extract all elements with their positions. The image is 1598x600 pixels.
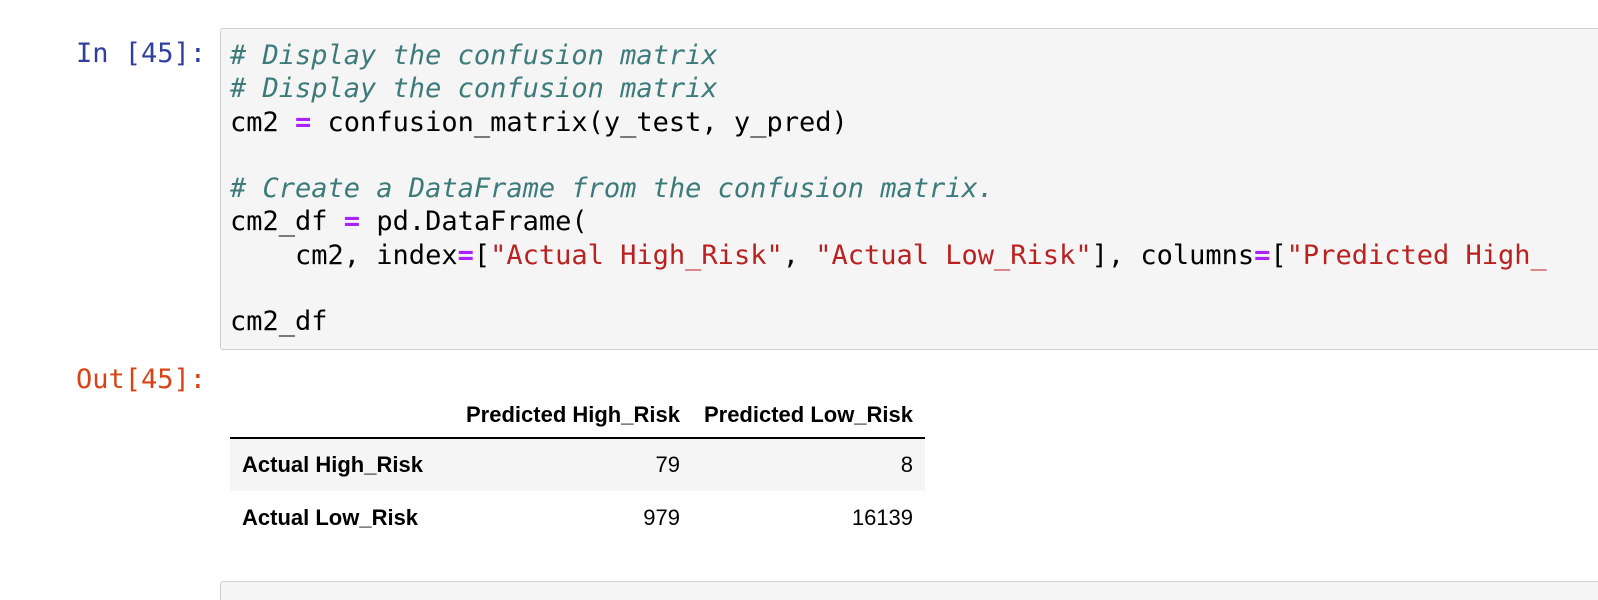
table-row: Actual High_Risk 79 8 [230, 438, 926, 491]
code-token-comment: # Display the confusion matrix [230, 73, 718, 105]
code-token-comment: # Display the confusion matrix [230, 40, 718, 71]
output-prompt: Out[45]: [76, 364, 207, 395]
column-header: Predicted High_Risk [454, 392, 692, 439]
code-token-plain: ], columns [1091, 239, 1255, 271]
table-cell: 8 [900, 452, 914, 477]
code-token-op: = [295, 106, 312, 138]
code-token-plain: [ [1270, 239, 1287, 271]
dataframe-table: Predicted High_Risk Predicted Low_Risk A… [230, 392, 926, 544]
code-token-op: = [343, 206, 361, 238]
code-cell-editor[interactable]: # Display the confusion matrix # Display … [220, 28, 1598, 350]
code-token-plain: cm2 [230, 106, 296, 138]
code-token-str: "Actual Low_Risk" [815, 239, 1092, 271]
table-header-row: Predicted High_Risk Predicted Low_Risk [230, 392, 926, 439]
code-line [230, 139, 1547, 172]
table-cell: 979 [643, 504, 680, 530]
code-token-plain: cm2_df [230, 206, 344, 238]
code-line: cm2_df = pd.DataFrame( [230, 205, 1547, 238]
code-token-plain: confusion_matrix(y_test, y_pred) [311, 106, 848, 138]
table-corner-cell [230, 392, 454, 439]
code-token-plain: [ [473, 239, 491, 271]
code-token-str: "Actual High_Risk" [490, 239, 783, 271]
code-token-plain: cm2_df [230, 306, 328, 338]
input-prompt: In [45]: [76, 38, 207, 69]
code-line: cm2 = confusion_matrix(y_test, y_pred) [230, 106, 1547, 139]
table-row: Actual Low_Risk 979 16139 [230, 491, 925, 544]
code-line: cm2, index=["Actual High_Risk", "Actual … [230, 239, 1547, 272]
code-token-comment: # Create a DataFrame from the confusion … [230, 173, 995, 205]
code-line: cm2_df [230, 305, 1547, 338]
row-index-label: Actual High_Risk [242, 452, 423, 477]
code-token-op: = [1254, 239, 1271, 271]
code-token-plain: , [782, 239, 816, 271]
code-line: # Create a DataFrame from the confusion … [230, 172, 1547, 205]
code-text[interactable]: # Display the confusion matrix # Display … [230, 39, 1547, 339]
next-code-cell[interactable] [220, 581, 1598, 600]
code-token-plain: pd.DataFrame( [360, 206, 588, 238]
code-line: # Display the confusion matrix [230, 39, 1547, 72]
code-token-plain: cm2, index [230, 239, 458, 271]
table-cell: 16139 [851, 504, 914, 530]
code-token-op: = [457, 239, 474, 271]
row-index-label: Actual Low_Risk [242, 504, 419, 530]
column-header: Predicted Low_Risk [691, 392, 926, 439]
output-area: Predicted High_Risk Predicted Low_Risk A… [230, 392, 926, 544]
table-cell: 79 [655, 452, 680, 477]
code-line [230, 272, 1547, 305]
code-line: # Display the confusion matrix [230, 72, 1547, 105]
code-token-str: "Predicted High_ [1286, 239, 1547, 271]
